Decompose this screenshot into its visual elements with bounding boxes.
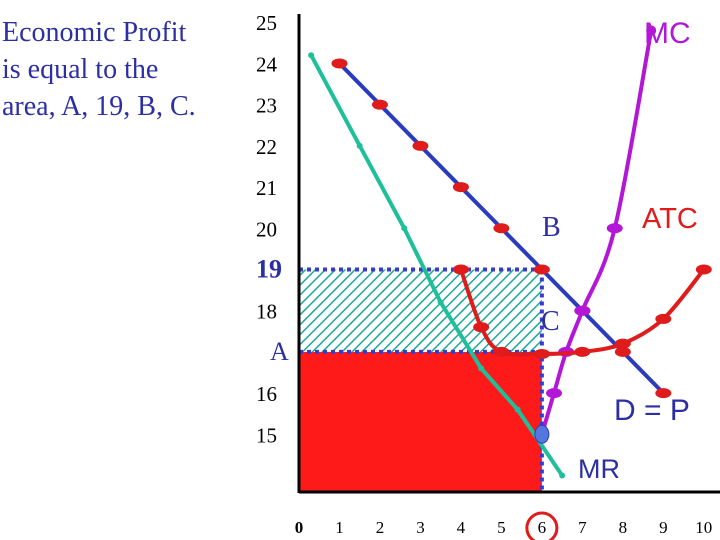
mr-point <box>356 142 363 149</box>
x-tick-label: 5 <box>497 518 506 537</box>
atc-point <box>452 264 469 275</box>
mr-point <box>478 365 485 372</box>
mc-point <box>646 25 657 36</box>
x-tick-label: 10 <box>695 518 712 537</box>
y-tick-label: 21 <box>256 176 277 200</box>
demand-point <box>533 264 550 275</box>
x-tick-label: 7 <box>578 518 587 537</box>
mr-point <box>514 406 521 413</box>
atc-point <box>655 313 672 324</box>
x-tick-label: 9 <box>659 518 668 537</box>
x-tick-label: 8 <box>619 518 628 537</box>
y-tick-label: 25 <box>256 11 277 35</box>
mc-point <box>546 388 563 399</box>
demand-point <box>493 223 510 234</box>
y-tick-label: 16 <box>256 382 277 406</box>
y-tick-label: 19 <box>256 254 282 283</box>
caption-line-2: is equal to the <box>2 54 159 85</box>
y-tick-label: 20 <box>256 217 277 241</box>
caption-line-3: area, A, 19, B, C. <box>2 91 196 122</box>
y-tick-label: 18 <box>256 300 277 324</box>
x-tick-label: 4 <box>457 518 466 537</box>
atc-point <box>614 338 631 349</box>
y-tick-label: 24 <box>256 52 278 76</box>
atc-point <box>574 346 591 357</box>
x-tick-label: 1 <box>335 518 344 537</box>
y-tick-label: 23 <box>256 94 277 118</box>
demand-point <box>452 182 469 193</box>
label-c: C <box>541 306 560 337</box>
demand-point <box>614 346 631 357</box>
demand-label: D = P <box>614 394 690 427</box>
atc-point <box>493 346 510 357</box>
x-tick-label: 2 <box>376 518 385 537</box>
x-tick-label: 3 <box>416 518 425 537</box>
demand-point <box>412 140 429 151</box>
y-tick-label: 15 <box>256 423 277 447</box>
mc-label: MC <box>644 17 691 50</box>
mc-point <box>606 223 623 234</box>
y-tick-label: A <box>270 337 289 366</box>
mc-point <box>574 305 591 316</box>
caption-line-1: Economic Profit <box>2 17 187 48</box>
label-b: B <box>542 212 561 243</box>
y-tick-label: 22 <box>256 135 277 159</box>
atc-point <box>473 322 490 333</box>
atc-label: ATC <box>642 203 698 235</box>
caption-text: Economic Profit is equal to the area, A,… <box>2 14 247 125</box>
mr-point <box>308 52 315 59</box>
mc-point <box>534 424 550 444</box>
demand-point <box>331 58 348 69</box>
mr-label: MR <box>578 454 620 484</box>
quantity-highlight-circle <box>525 511 559 540</box>
x-tick-label: 6 <box>538 518 547 537</box>
atc-point <box>533 348 550 359</box>
atc-point <box>695 264 712 275</box>
total-cost-area <box>299 351 542 492</box>
mr-point <box>559 472 566 479</box>
demand-point <box>655 388 672 399</box>
x-tick-label: 0 <box>295 518 304 537</box>
mr-point <box>401 225 408 232</box>
economic-profit-area <box>299 269 542 352</box>
mr-point <box>437 299 444 306</box>
demand-point <box>371 99 388 110</box>
